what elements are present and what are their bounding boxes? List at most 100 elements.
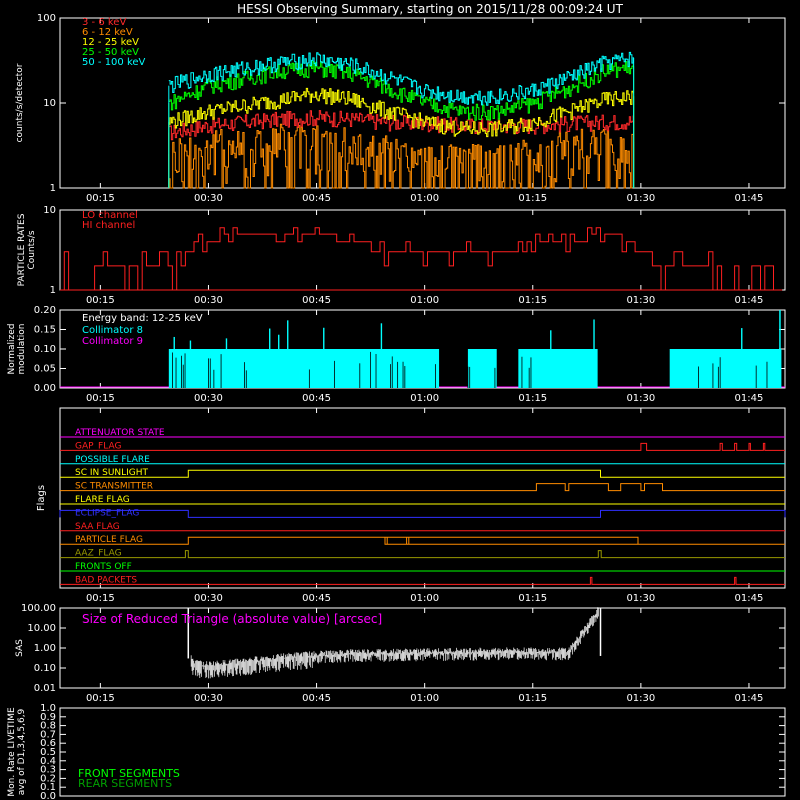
count-rates-legend-4: 50 - 100 keV [82, 57, 146, 68]
count-rates-xtick-label: 00:15 [86, 193, 115, 204]
modulation-xtick-label: 01:45 [735, 393, 764, 404]
flags-label-4: SC TRANSMITTER [75, 482, 153, 492]
sas-ytick-label: 10.00 [27, 623, 56, 634]
livetime-ytick-label: 0.8 [40, 721, 56, 732]
sas-annotation: Size of Reduced Triangle (absolute value… [82, 612, 382, 626]
flags-label-5: FLARE FLAG [75, 495, 130, 505]
livetime-ytick-label: 0.9 [40, 712, 56, 723]
figure-title: HESSI Observing Summary, starting on 201… [237, 2, 623, 16]
sas-ytick-label: 1.00 [34, 643, 56, 654]
modulation-xtick-label: 01:30 [626, 393, 655, 404]
flags-ylabel: Flags [36, 485, 47, 511]
flags-xtick-label: 01:45 [735, 593, 764, 604]
livetime-ytick-label: 0.7 [40, 729, 56, 740]
count-rates-xtick-label: 01:30 [626, 193, 655, 204]
flags-label-11: BAD PACKETS [75, 575, 137, 585]
modulation-xtick-label: 01:15 [518, 393, 547, 404]
flags-xtick-label: 01:00 [410, 593, 439, 604]
sas-xtick-label: 00:15 [86, 693, 115, 704]
livetime-legend-1: REAR SEGMENTS [78, 777, 172, 790]
modulation-series-0-block-3 [669, 349, 782, 388]
sas-ytick-label: 0.10 [34, 663, 56, 674]
flags-xtick-label: 01:30 [626, 593, 655, 604]
modulation-legend-0: Collimator 8 [82, 325, 143, 336]
flags-xtick-label: 01:15 [518, 593, 547, 604]
flags-xtick-label: 00:45 [302, 593, 331, 604]
flags-frame [59, 407, 786, 589]
flags-line-8 [60, 536, 785, 545]
particle-rates-legend-1: HI channel [82, 220, 135, 231]
count-rates-series-2-line [168, 87, 634, 138]
flags-label-3: SC IN SUNLIGHT [75, 468, 149, 478]
count-rates-ytick-label: 1 [50, 183, 56, 194]
count-rates-xtick-label: 01:00 [410, 193, 439, 204]
particle-rates-ytick-label: 10 [43, 205, 56, 216]
count-rates-series-4-line [168, 51, 634, 106]
livetime-ytick-label: 0.5 [40, 747, 56, 758]
particle-rates-xtick-label: 00:45 [302, 295, 331, 306]
modulation-ytick-label: 0.15 [34, 325, 56, 336]
sas-ylabel: SAS [15, 639, 25, 657]
sas-xtick-label: 00:45 [302, 693, 331, 704]
flags-label-10: FRONTS OFF [75, 562, 132, 572]
count-rates-series-0-line [168, 110, 634, 141]
particle-rates-xtick-label: 00:30 [194, 295, 223, 306]
particle-rates-legend-0: LO channel [82, 210, 138, 221]
modulation-series-0-block-2 [518, 349, 598, 388]
modulation-ytick-label: 0.00 [34, 383, 56, 394]
particle-rates-xtick-label: 01:30 [626, 295, 655, 306]
livetime-ytick-label: 1.0 [40, 703, 56, 714]
count-rates-xtick-label: 00:30 [194, 193, 223, 204]
modulation-xtick-label: 00:45 [302, 393, 331, 404]
flags-xtick-label: 00:30 [194, 593, 223, 604]
modulation-ytick-label: 0.10 [34, 344, 56, 355]
livetime-ylabel-line2: avg of D1,3,4,5,6,9 [17, 708, 27, 795]
particle-rates-ytick-label: 1 [50, 285, 56, 296]
count-rates-xtick-label: 00:45 [302, 193, 331, 204]
livetime-ytick-label: 0.3 [40, 765, 56, 776]
modulation-ytick-label: 0.05 [34, 364, 56, 375]
modulation-xtick-label: 00:30 [194, 393, 223, 404]
livetime-ytick-label: 0.0 [40, 791, 56, 800]
modulation-annotation: Energy band: 12-25 keV [82, 313, 203, 324]
sas-ytick-label: 0.01 [34, 683, 56, 694]
particle-rates-ylabel-line2: Counts/s [27, 230, 37, 269]
particle-rates-xtick-label: 01:00 [410, 295, 439, 306]
livetime-ytick-label: 0.4 [40, 756, 56, 767]
modulation-xtick-label: 01:00 [410, 393, 439, 404]
particle-rates-series-0-line [60, 227, 783, 291]
count-rates-series-1-line [168, 123, 634, 189]
particle-rates-xtick-label: 01:15 [518, 295, 547, 306]
count-rates-xtick-label: 01:15 [518, 193, 547, 204]
count-rates-legend-1: 6 - 12 keV [82, 27, 133, 38]
count-rates-legend-3: 25 - 50 keV [82, 47, 139, 58]
sas-xtick-label: 01:00 [410, 693, 439, 704]
flags-line-9 [60, 550, 785, 559]
panels-group: 00:15 00:30 00:45 01:00 01:15 01:30 01:4511010… [7, 13, 786, 800]
livetime-ytick-label: 0.6 [40, 738, 56, 749]
livetime-ytick-label: 0.1 [40, 782, 56, 793]
flags-label-8: PARTICLE FLAG [75, 535, 143, 545]
modulation-xtick-label: 00:15 [86, 393, 115, 404]
sas-ytick-label: 100.00 [21, 603, 56, 614]
sas-xtick-label: 01:15 [518, 693, 547, 704]
modulation-legend-1: Collimator 9 [82, 336, 143, 347]
sas-xtick-label: 00:30 [194, 693, 223, 704]
livetime-ytick-label: 0.2 [40, 773, 56, 784]
flags-line-1 [60, 442, 785, 451]
livetime-ylabel-line1: Mon. Rate LIVETIME [7, 707, 17, 797]
count-rates-ytick-label: 10 [43, 98, 56, 109]
count-rates-ytick-label: 100 [37, 13, 56, 24]
flags-label-2: POSSIBLE FLARE [75, 455, 150, 465]
flags-line-6 [59, 509, 786, 518]
flags-xtick-label: 00:15 [86, 593, 115, 604]
modulation-ytick-label: 0.20 [34, 305, 56, 316]
particle-rates-xtick-label: 00:15 [86, 295, 115, 306]
flags-label-0: ATTENUATOR STATE [75, 428, 165, 438]
count-rates-legend-2: 12 - 25 keV [82, 37, 139, 48]
flags-label-6: ECLIPSE_FLAG [75, 508, 139, 518]
modulation-series-0-block-1 [467, 349, 497, 388]
sas-xtick-label: 01:30 [626, 693, 655, 704]
